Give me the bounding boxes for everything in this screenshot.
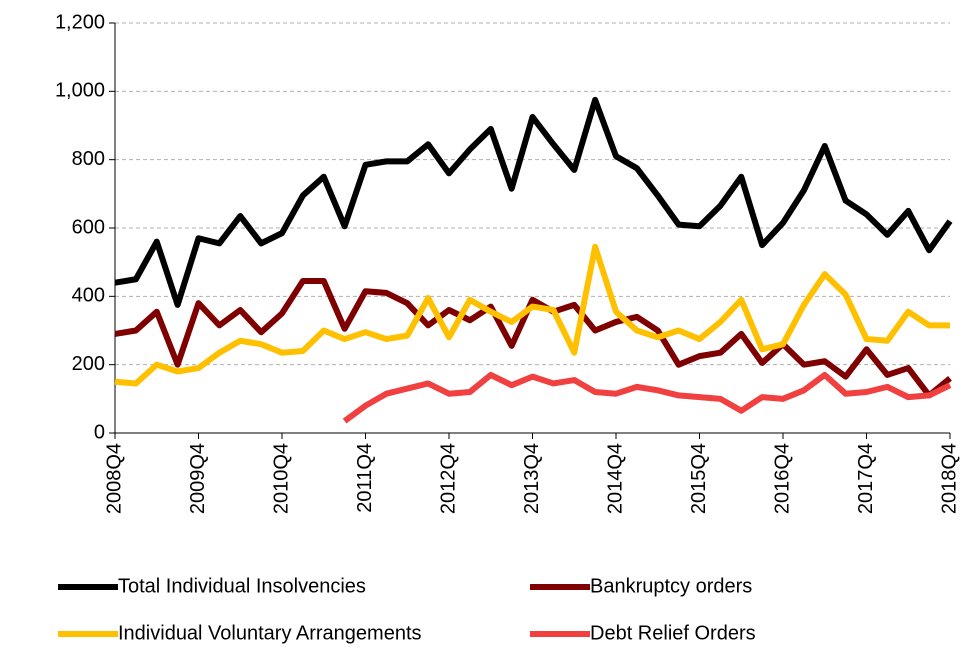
- y-tick-label: 1,200: [55, 11, 105, 33]
- x-tick-label: 2017Q4: [855, 443, 877, 514]
- y-tick-label: 600: [72, 216, 105, 238]
- series-line: [114, 277, 952, 399]
- series-line: [114, 96, 953, 308]
- y-tick-label: 200: [72, 353, 105, 375]
- legend-label: Bankruptcy orders: [590, 575, 752, 597]
- x-tick-label: 2011Q4: [354, 443, 376, 513]
- x-tick-label: 2018Q4: [938, 443, 960, 514]
- x-tick-label: 2013Q4: [521, 443, 543, 514]
- x-tick-label: 2012Q4: [437, 443, 459, 514]
- x-tick-label: 2010Q4: [270, 443, 292, 514]
- y-tick-label: 800: [72, 148, 105, 170]
- y-tick-label: 400: [72, 285, 105, 307]
- series-line: [342, 371, 952, 424]
- x-tick-label: 2009Q4: [187, 443, 209, 514]
- legend-label: Debt Relief Orders: [590, 622, 756, 644]
- x-tick-label: 2015Q4: [688, 443, 710, 514]
- x-tick-label: 2008Q4: [103, 443, 125, 514]
- y-tick-label: 1,000: [55, 80, 105, 102]
- x-tick-label: 2016Q4: [771, 443, 793, 514]
- legend-label: Individual Voluntary Arrangements: [118, 622, 422, 644]
- y-tick-label: 0: [94, 421, 105, 443]
- series-line: [114, 243, 950, 387]
- x-tick-label: 2014Q4: [604, 443, 626, 514]
- legend-label: Total Individual Insolvencies: [118, 575, 366, 597]
